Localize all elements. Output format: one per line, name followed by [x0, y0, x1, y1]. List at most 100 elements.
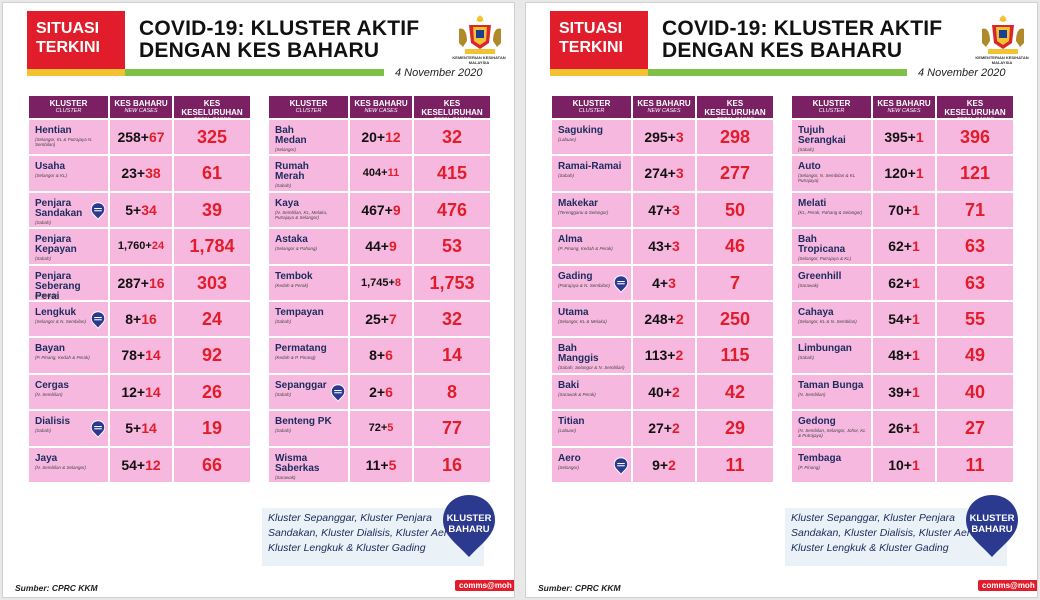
new-cases-cell: 4+3 [633, 265, 695, 300]
cluster-name: Cahaya [798, 307, 870, 318]
new-cases-cell: 26+1 [873, 411, 935, 446]
cluster-name-cell: Rumah Merah (Sabah) [269, 156, 348, 191]
header-total-cases-label: KES KESELURUHAN [944, 99, 1006, 117]
header-cluster-label: KLUSTER [572, 99, 611, 108]
new-cases-increment: 9 [392, 201, 401, 218]
page-title: COVID-19: KLUSTER AKTIF DENGAN KES BAHARU [139, 18, 419, 62]
cluster-name: Lengkuk [35, 307, 107, 318]
total-cases-value: 277 [719, 163, 751, 184]
cluster-location: (P. Pinang) [35, 292, 57, 298]
total-cases-cell: 55 [937, 301, 1013, 337]
cluster-name-line: Penjara [35, 197, 72, 209]
cluster-location: (N. Sembilan, Selangor, Johor, KL & Putr… [798, 428, 866, 439]
cluster-name-line: Tempayan [275, 306, 324, 318]
cluster-name-line: Auto [798, 161, 821, 173]
cluster-name-line: Serangkai [798, 135, 846, 146]
kluster-baharu-line1: KLUSTER [446, 513, 492, 524]
source-label: Sumber: CPRC KKM [538, 583, 621, 593]
cluster-name-line: Jaya [35, 452, 58, 464]
total-cases-cell: 325 [174, 120, 250, 155]
cluster-location: (KL, Perak, Pahang & Selangor) [798, 209, 863, 215]
total-cases-value: 32 [441, 308, 463, 329]
new-cases-increment: 1 [911, 456, 920, 473]
cluster-name-line: Kepayan [35, 244, 77, 256]
new-cases-increment: 1 [911, 310, 920, 327]
new-cases-value: 54+1 [873, 311, 935, 327]
header-new-cases-label: KES BAHARU [637, 99, 691, 108]
cluster-name-line: Seberang Perai [35, 280, 81, 302]
new-cluster-pin-icon [90, 420, 106, 439]
title-line2: DENGAN KES BAHARU [662, 39, 903, 62]
total-cases-cell: 1,753 [414, 265, 490, 300]
total-cases-value: 63 [964, 272, 986, 293]
cluster-name-cell: Auto (Selangor, N. Sembilan & KL Putrajay… [792, 156, 871, 191]
new-cases-increment: 38 [145, 165, 161, 182]
header-stripe [550, 69, 907, 76]
cluster-name-line: Utama [558, 306, 589, 318]
cluster-name: Penjara Sandakan [35, 197, 107, 219]
new-cases-value: 295+3 [633, 129, 695, 145]
new-cases-cell: 70+1 [873, 192, 935, 228]
total-cases-cell: 63 [937, 265, 1013, 300]
header-cluster-label: KLUSTER [49, 99, 88, 108]
page-title: COVID-19: KLUSTER AKTIF DENGAN KES BAHARU [662, 18, 942, 62]
new-cases-increment: 12 [145, 456, 161, 473]
new-cases-cell: 48+1 [873, 338, 935, 373]
total-cases-value: 415 [436, 163, 468, 184]
total-cases-cell: 277 [697, 156, 773, 191]
new-cases-base: 40+ [648, 383, 672, 400]
total-cases-value: 61 [201, 163, 223, 184]
new-cases-value: 2+6 [350, 384, 412, 400]
total-cases-cell: 1,784 [174, 229, 250, 264]
total-cases-cell: 50 [697, 192, 773, 228]
new-cases-value: 274+3 [633, 165, 695, 181]
kluster-baharu-line1: KLUSTER [969, 513, 1015, 524]
new-cases-increment: 1 [911, 274, 920, 291]
new-cases-increment: 11 [387, 167, 400, 180]
new-cluster-badge [613, 456, 629, 475]
cluster-location: (Sarawak & Perak) [558, 391, 596, 397]
new-cases-cell: 11+5 [350, 447, 412, 482]
total-cases-cell: 121 [937, 156, 1013, 191]
cluster-name: Auto [798, 162, 870, 172]
source-label: Sumber: CPRC KKM [15, 583, 98, 593]
new-cases-base: 404+ [362, 167, 388, 180]
new-cases-increment: 12 [385, 129, 401, 145]
cluster-name-cell: Greenhill (Sarawak) [792, 265, 871, 300]
cluster-name: Tembok [275, 271, 347, 282]
new-cases-increment: 3 [668, 274, 676, 291]
cluster-name-line: Tujuh [798, 125, 825, 136]
new-cases-value: 78+14 [110, 347, 172, 363]
cluster-name-cell: Sepanggar (Sabah) [269, 374, 348, 410]
total-cases-value: 476 [436, 199, 468, 220]
cluster-name-line: Gading [558, 270, 593, 282]
header-new-cases-sublabel: NEW CASES [887, 108, 921, 114]
cluster-name-cell: Cahaya (Selangor, KL & N. Sembilan) [792, 301, 871, 337]
total-cases-value: 14 [441, 345, 463, 366]
total-cases-cell: 71 [937, 192, 1013, 228]
total-cases-value: 396 [959, 127, 991, 147]
cluster-name-cell: Taman Bunga (N. Sembilan) [792, 374, 871, 410]
cluster-name-cell: Kaya (N. Sembilan, KL, Melaka, Putrajaya … [269, 192, 348, 228]
new-cases-value: 72+5 [350, 422, 412, 434]
cluster-name-cell: Baki (Sarawak & Perak) [552, 374, 631, 410]
cluster-name: Rumah Merah [275, 162, 347, 182]
ministry-name: KEMENTERIAN KESIHATAN MALAYSIA [452, 55, 506, 65]
new-cluster-badge [90, 420, 106, 439]
new-cases-value: 9+2 [633, 457, 695, 473]
total-cases-value: 55 [964, 308, 986, 329]
new-cases-base: 1,745+ [360, 276, 395, 289]
total-cases-cell: 53 [414, 229, 490, 264]
new-cases-base: 48+ [888, 347, 912, 364]
new-cluster-badge [90, 202, 106, 220]
cluster-location: (Sarawak) [798, 282, 819, 288]
header-new-cases: KES BAHARU NEW CASES [110, 96, 172, 118]
stripe-green [648, 69, 907, 76]
header-new-cases: KES BAHARU NEW CASES [633, 96, 695, 118]
total-cases-value: 11 [725, 454, 745, 475]
total-cases-cell: 29 [697, 411, 773, 446]
new-cases-increment: 1 [911, 383, 920, 400]
total-cases-cell: 11 [697, 447, 773, 482]
total-cases-value: 1,784 [189, 236, 235, 257]
